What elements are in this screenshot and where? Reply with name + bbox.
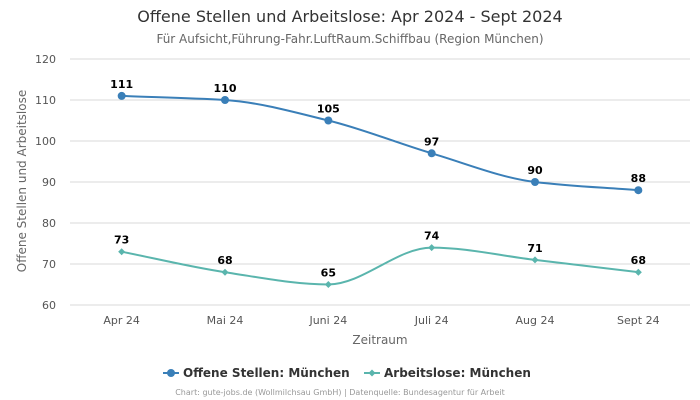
data-label: 71 xyxy=(527,242,542,255)
y-tick-label: 60 xyxy=(42,299,56,312)
series-arbeitslose: 73 68 65 74 71 68 xyxy=(114,230,646,288)
legend-item-arbeitslose[interactable]: Arbeitslose: München xyxy=(364,366,531,380)
series-line xyxy=(121,246,639,286)
gridlines xyxy=(70,58,690,306)
legend: Offene Stellen: München Arbeitslose: Münc… xyxy=(163,366,531,380)
data-label: 68 xyxy=(217,254,232,267)
y-tick-label: 80 xyxy=(42,217,56,230)
data-point[interactable] xyxy=(634,268,642,276)
data-point[interactable] xyxy=(221,268,229,276)
data-label: 68 xyxy=(631,254,646,267)
series-line xyxy=(121,94,639,192)
y-axis-title: Offene Stellen und Arbeitslose xyxy=(15,90,29,272)
x-tick-label: Aug 24 xyxy=(516,314,555,327)
y-tick-label: 100 xyxy=(35,135,56,148)
data-point[interactable] xyxy=(117,91,126,100)
data-point[interactable] xyxy=(221,96,229,104)
data-point[interactable] xyxy=(531,256,539,264)
x-tick-label: Sept 24 xyxy=(617,314,660,327)
series-layer: 111 110 105 97 90 88 73 68 65 74 71 68 xyxy=(110,78,646,288)
y-tick-label: 90 xyxy=(42,176,56,189)
legend-label: Offene Stellen: München xyxy=(183,366,350,380)
legend-label: Arbeitslose: München xyxy=(384,366,531,380)
chart-credits: Chart: gute-jobs.de (Wollmilchsau GmbH) … xyxy=(175,388,505,397)
series-offene-stellen: 111 110 105 97 90 88 xyxy=(110,78,646,195)
x-tick-label: Mai 24 xyxy=(207,314,244,327)
data-point[interactable] xyxy=(324,281,332,288)
data-label: 73 xyxy=(114,234,129,247)
y-tick-label: 120 xyxy=(35,53,56,66)
x-tick-label: Juli 24 xyxy=(414,314,449,327)
y-axis-ticks: 60 70 80 90 100 110 120 xyxy=(35,53,56,312)
legend-item-offene-stellen[interactable]: Offene Stellen: München xyxy=(163,366,350,380)
data-point[interactable] xyxy=(531,178,539,186)
legend-marker xyxy=(167,369,175,377)
data-point[interactable] xyxy=(428,244,436,252)
x-tick-label: Apr 24 xyxy=(103,314,140,327)
chart-subtitle: Für Aufsicht,Führung-Fahr.LuftRaum.Schif… xyxy=(156,32,543,46)
data-label: 65 xyxy=(321,267,336,280)
y-tick-label: 70 xyxy=(42,258,56,271)
x-tick-label: Juni 24 xyxy=(308,314,347,327)
data-label: 74 xyxy=(424,230,440,243)
data-point[interactable] xyxy=(427,149,436,158)
data-label: 110 xyxy=(214,82,237,95)
data-point[interactable] xyxy=(634,186,643,195)
data-label: 97 xyxy=(424,135,439,148)
data-point[interactable] xyxy=(118,248,126,256)
data-label: 90 xyxy=(527,164,543,177)
legend-marker xyxy=(368,369,376,377)
y-tick-label: 110 xyxy=(35,94,56,107)
data-label: 105 xyxy=(317,103,340,116)
x-axis-ticks: Apr 24 Mai 24 Juni 24 Juli 24 Aug 24 Sept 24 xyxy=(103,314,659,327)
data-label: 111 xyxy=(110,78,133,91)
data-point[interactable] xyxy=(324,116,333,125)
x-axis-title: Zeitraum xyxy=(352,333,407,347)
data-label: 88 xyxy=(631,172,646,185)
chart-title: Offene Stellen und Arbeitslose: Apr 2024… xyxy=(137,7,562,26)
